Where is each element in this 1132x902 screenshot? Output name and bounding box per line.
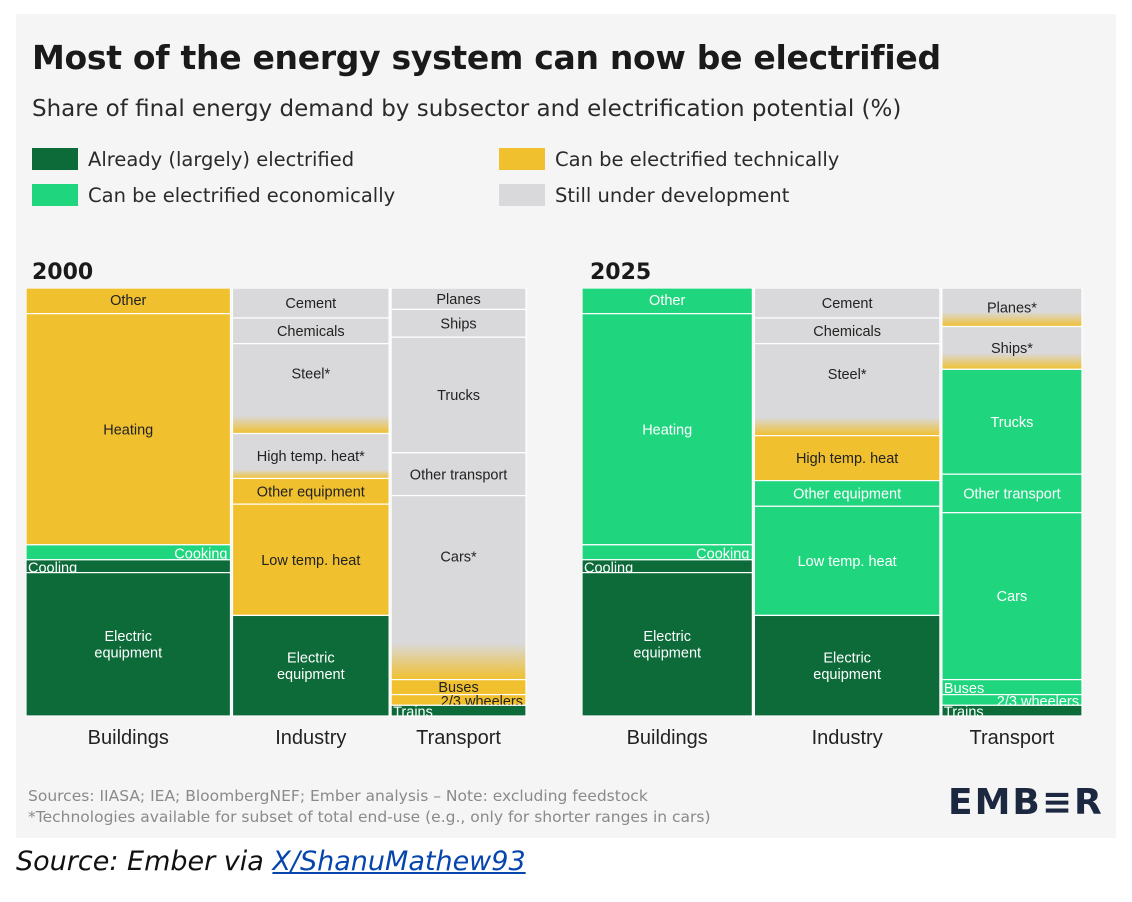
label-transport-planes: Planes bbox=[436, 292, 480, 308]
legend-swatch-economic bbox=[32, 184, 78, 206]
label-industry-high-temp-heat: High temp. heat* bbox=[257, 449, 365, 465]
label-buildings-electric-equipment: Electric equipment bbox=[94, 629, 162, 662]
source-line: Source: Ember via X/ShanuMathew93 bbox=[16, 846, 526, 877]
segment-buildings-heating bbox=[582, 313, 753, 546]
segment-industry-high-temp-heat bbox=[753, 435, 941, 482]
year-label-2000: 2000 bbox=[32, 260, 94, 285]
sector-label-transport: Transport bbox=[970, 727, 1055, 749]
segment-buildings-other bbox=[582, 288, 753, 315]
label-industry-steel: Steel* bbox=[828, 367, 867, 383]
chart-subtitle: Share of final energy demand by subsecto… bbox=[32, 96, 902, 122]
label-industry-electric-equipment: Electric equipment bbox=[813, 650, 881, 683]
segment-transport-other-transport bbox=[941, 473, 1083, 514]
legend-label-economic: Can be electrified economically bbox=[88, 183, 396, 207]
sector-label-industry: Industry bbox=[275, 727, 346, 749]
chart-title: Most of the energy system can now be ele… bbox=[32, 38, 941, 77]
segment-transport-other-transport bbox=[390, 452, 527, 497]
segment-industry-electric-equipment bbox=[753, 614, 941, 717]
label-industry-cement: Cement bbox=[822, 296, 873, 312]
segment-industry-other-equipment bbox=[231, 477, 390, 505]
segment-industry-chemicals bbox=[753, 317, 941, 345]
label-industry-other-equipment: Other equipment bbox=[257, 484, 365, 500]
segment-industry-high-temp-heat bbox=[231, 432, 390, 480]
legend-label-technical: Can be electrified technically bbox=[555, 147, 840, 171]
legend-swatch-electrified bbox=[32, 148, 78, 170]
segment-industry-low-temp-heat bbox=[753, 505, 941, 617]
sector-label-transport: Transport bbox=[416, 727, 501, 749]
segment-transport-planes bbox=[941, 288, 1083, 328]
ember-logo: EMB≡R bbox=[948, 782, 1104, 823]
segment-industry-low-temp-heat bbox=[231, 503, 390, 617]
segment-buildings-electric-equipment bbox=[582, 572, 753, 717]
legend-item-technical: Can be electrified technically bbox=[499, 146, 839, 172]
label-industry-cement: Cement bbox=[285, 296, 336, 312]
legend-swatch-technical bbox=[499, 148, 545, 170]
label-buildings-cooking: Cooking bbox=[696, 546, 749, 562]
label-transport-buses: Buses bbox=[944, 681, 984, 697]
label-buildings-electric-equipment: Electric equipment bbox=[633, 629, 701, 662]
year-label-2025: 2025 bbox=[590, 260, 652, 285]
segment-transport-trucks bbox=[941, 368, 1083, 475]
label-transport-cars: Cars* bbox=[440, 549, 477, 565]
label-industry-chemicals: Chemicals bbox=[813, 324, 881, 340]
segment-buildings-other bbox=[26, 288, 232, 315]
label-transport-other-transport: Other transport bbox=[963, 487, 1061, 503]
label-transport-other-transport: Other transport bbox=[410, 467, 508, 483]
segment-transport-ships bbox=[390, 308, 527, 338]
label-buildings-heating: Heating bbox=[642, 422, 692, 438]
segment-industry-steel bbox=[753, 343, 941, 437]
label-industry-chemicals: Chemicals bbox=[277, 324, 345, 340]
segment-transport-trucks bbox=[390, 336, 527, 454]
sector-label-industry: Industry bbox=[812, 727, 883, 749]
label-industry-low-temp-heat: Low temp. heat bbox=[261, 553, 360, 569]
label-industry-steel: Steel* bbox=[291, 366, 330, 382]
footer-sources: Sources: IIASA; IEA; BloombergNEF; Ember… bbox=[28, 787, 648, 805]
footer-note: *Technologies available for subset of to… bbox=[28, 808, 711, 826]
segment-industry-electric-equipment bbox=[231, 614, 390, 717]
legend-label-development: Still under development bbox=[555, 183, 790, 207]
label-industry-other-equipment: Other equipment bbox=[793, 487, 901, 503]
chart-card: Most of the energy system can now be ele… bbox=[16, 14, 1116, 838]
label-buildings-other: Other bbox=[649, 293, 685, 309]
segment-transport-trains bbox=[941, 704, 1083, 717]
segment-transport-trains bbox=[390, 704, 527, 717]
label-transport-trains: Trains bbox=[393, 705, 433, 721]
label-transport-cars: Cars bbox=[997, 589, 1028, 605]
label-transport-ships: Ships bbox=[440, 316, 476, 332]
label-transport-trains: Trains bbox=[944, 705, 984, 721]
label-transport-ships: Ships* bbox=[991, 341, 1033, 357]
label-transport-trucks: Trucks bbox=[990, 415, 1033, 431]
legend-swatch-development bbox=[499, 184, 545, 206]
source-link[interactable]: X/ShanuMathew93 bbox=[272, 846, 526, 877]
source-prefix: Source: Ember via bbox=[16, 846, 273, 877]
legend-item-economic: Can be electrified economically bbox=[32, 182, 395, 208]
sector-label-buildings: Buildings bbox=[627, 727, 708, 749]
legend-label-electrified: Already (largely) electrified bbox=[88, 147, 355, 171]
sector-label-buildings: Buildings bbox=[88, 727, 169, 749]
segment-industry-chemicals bbox=[231, 317, 390, 345]
segment-buildings-heating bbox=[26, 313, 232, 546]
label-transport-trucks: Trucks bbox=[437, 388, 480, 404]
segment-transport-ships bbox=[941, 325, 1083, 370]
segment-transport-cars bbox=[390, 494, 527, 681]
label-transport-planes: Planes* bbox=[987, 300, 1037, 316]
label-buildings-cooking: Cooking bbox=[174, 546, 227, 562]
segment-buildings-electric-equipment bbox=[26, 572, 232, 717]
label-buildings-other: Other bbox=[110, 293, 146, 309]
label-industry-high-temp-heat: High temp. heat bbox=[796, 451, 898, 467]
label-industry-electric-equipment: Electric equipment bbox=[277, 650, 345, 683]
label-industry-low-temp-heat: Low temp. heat bbox=[798, 554, 897, 570]
label-transport-buses: Buses bbox=[438, 680, 478, 696]
legend-item-development: Still under development bbox=[499, 182, 789, 208]
label-buildings-heating: Heating bbox=[103, 422, 153, 438]
legend-item-electrified: Already (largely) electrified bbox=[32, 146, 354, 172]
segment-industry-steel bbox=[231, 343, 390, 435]
